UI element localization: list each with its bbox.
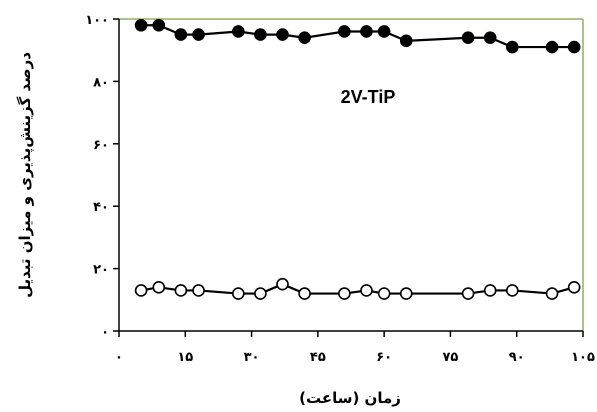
series-1-point (232, 25, 245, 38)
series-2-point (134, 284, 148, 297)
series-1-point (545, 40, 559, 54)
series-2-point (174, 284, 188, 297)
series-2-point (399, 287, 413, 300)
series-1-point (505, 40, 519, 54)
series-1-point (276, 28, 289, 41)
x-tick-label: ٣٠ (244, 350, 260, 365)
x-tick-label: ١۵ (177, 350, 193, 365)
series-2-point (567, 281, 581, 294)
series-1-point (174, 28, 188, 41)
series-2-point (505, 284, 519, 297)
x-tick-label: ۴۵ (310, 350, 326, 365)
series-2-point (338, 287, 351, 300)
series-2-point (298, 287, 311, 300)
series-1-point (377, 25, 391, 38)
series-2-point (192, 284, 205, 297)
y-tick-label: ۴٠ (93, 200, 109, 215)
series-2-point (232, 287, 245, 300)
series-1-point (152, 18, 166, 32)
y-tick-label: ٠ (101, 325, 109, 340)
x-tick-label: ٩٠ (509, 350, 525, 365)
x-tick-label: ۶٠ (376, 350, 392, 365)
series-2-point (254, 287, 267, 300)
series-2-point (545, 287, 559, 300)
x-axis-title: زمان (ساعت) (299, 389, 401, 407)
x-tick-label: ٠ (115, 350, 123, 365)
series-2-point (483, 284, 497, 297)
series-2-point (152, 281, 166, 294)
y-axis-title: درصد گزینش‌پذیری و میزان تبدیل (16, 52, 35, 298)
series-1-point (298, 31, 311, 45)
series-1-point (254, 28, 267, 41)
series-2-point (461, 287, 475, 300)
y-tick-label: ٢٠ (93, 263, 109, 278)
series-1-point (567, 40, 581, 54)
series-1-point (134, 18, 148, 32)
series-2-point (276, 277, 289, 291)
series-1-point (338, 25, 351, 38)
series-1-point (483, 31, 497, 45)
series-1-point (461, 31, 475, 45)
y-tick-label: ١٠٠ (85, 13, 109, 28)
x-tick-label: ١٠۵ (571, 350, 595, 365)
y-tick-label: ۶٠ (93, 138, 109, 153)
series-1-point (360, 25, 373, 38)
series-2-point (360, 284, 373, 297)
x-tick-label: ٧۵ (442, 350, 458, 365)
y-tick-label: ٨٠ (93, 75, 109, 90)
series-1-point (192, 28, 205, 41)
series-1-point (399, 34, 413, 48)
series-2-point (377, 287, 391, 300)
chart-annotation: 2V-TiP (341, 87, 396, 107)
